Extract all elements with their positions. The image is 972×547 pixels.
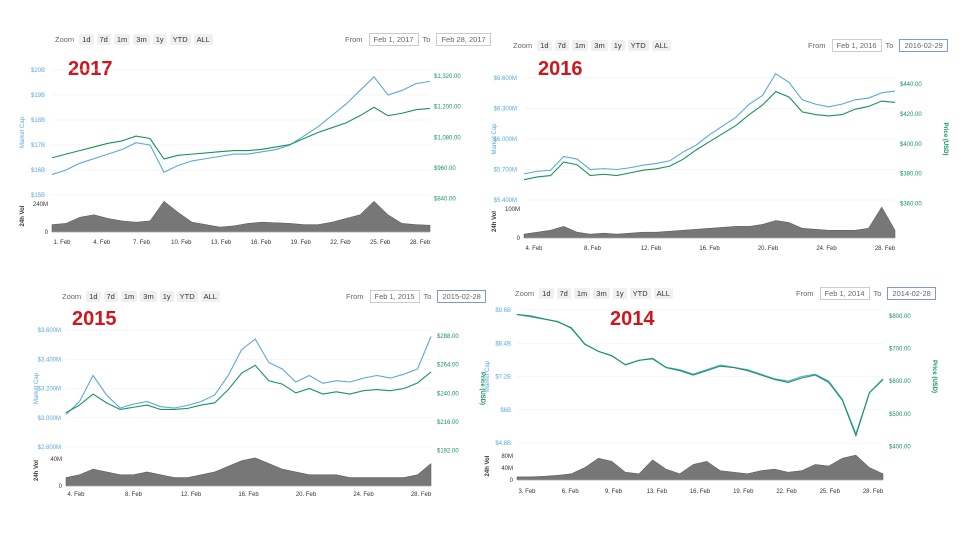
zoom-button-all[interactable]: ALL [200, 291, 220, 302]
to-date-input[interactable]: 2016-02-29 [899, 39, 948, 52]
zoom-button-7d[interactable]: 7d [554, 40, 569, 51]
zoom-button-1d[interactable]: 1d [537, 40, 552, 51]
zoom-button-3m[interactable]: 3m [593, 288, 610, 299]
to-label: To [423, 292, 432, 301]
zoom-button-ytd[interactable]: YTD [169, 34, 191, 45]
to-label: To [422, 35, 431, 44]
zoom-label: Zoom [62, 292, 82, 301]
from-date-input[interactable]: Feb 1, 2015 [369, 290, 420, 303]
year-label: 2017 [68, 58, 113, 80]
zoom-button-all[interactable]: ALL [653, 288, 673, 299]
zoom-button-all[interactable]: ALL [651, 40, 671, 51]
year-label: 2014 [610, 308, 655, 330]
zoom-button-1m[interactable]: 1m [573, 288, 591, 299]
zoom-label: Zoom [55, 35, 75, 44]
zoom-button-1d[interactable]: 1d [86, 291, 101, 302]
zoom-button-ytd[interactable]: YTD [176, 291, 198, 302]
zoom-button-1m[interactable]: 1m [571, 40, 589, 51]
zoom-button-1y[interactable]: 1y [612, 288, 627, 299]
to-date-input[interactable]: 2015-02-28 [437, 290, 486, 303]
zoom-label: Zoom [515, 289, 535, 298]
zoom-button-1m[interactable]: 1m [120, 291, 138, 302]
from-label: From [345, 35, 363, 44]
from-date-input[interactable]: Feb 1, 2016 [831, 39, 882, 52]
zoom-button-7d[interactable]: 7d [103, 291, 118, 302]
to-label: To [885, 41, 894, 50]
from-label: From [346, 292, 364, 301]
zoom-button-7d[interactable]: 7d [556, 288, 571, 299]
date-range: From Feb 1, 2015 To 2015-02-28 [346, 290, 486, 303]
year-label: 2016 [538, 58, 583, 80]
zoom-controls: Zoom 1d 7d 1m 3m 1y YTD ALL [55, 34, 213, 45]
zoom-label: Zoom [513, 41, 533, 50]
zoom-button-all[interactable]: ALL [193, 34, 213, 45]
date-range: From Feb 1, 2014 To 2014-02-28 [796, 287, 936, 300]
zoom-button-1y[interactable]: 1y [610, 40, 625, 51]
from-label: From [808, 41, 826, 50]
year-label: 2015 [72, 308, 117, 330]
to-date-input[interactable]: 2014-02-28 [887, 287, 936, 300]
zoom-controls: Zoom 1d 7d 1m 3m 1y YTD ALL [513, 40, 671, 51]
zoom-controls: Zoom 1d 7d 1m 3m 1y YTD ALL [62, 291, 220, 302]
zoom-button-1d[interactable]: 1d [79, 34, 94, 45]
zoom-button-1y[interactable]: 1y [152, 34, 167, 45]
chart-panel-2014 [486, 273, 972, 547]
zoom-button-1y[interactable]: 1y [159, 291, 174, 302]
to-label: To [873, 289, 882, 298]
date-range: From Feb 1, 2016 To 2016-02-29 [808, 39, 948, 52]
zoom-button-3m[interactable]: 3m [133, 34, 150, 45]
zoom-button-ytd[interactable]: YTD [629, 288, 651, 299]
date-range: From Feb 1, 2017 To Feb 28, 2017 [345, 33, 491, 46]
from-date-input[interactable]: Feb 1, 2017 [368, 33, 419, 46]
zoom-button-ytd[interactable]: YTD [627, 40, 649, 51]
zoom-button-1d[interactable]: 1d [539, 288, 554, 299]
from-date-input[interactable]: Feb 1, 2014 [819, 287, 870, 300]
zoom-button-3m[interactable]: 3m [140, 291, 157, 302]
to-date-input[interactable]: Feb 28, 2017 [436, 33, 491, 46]
from-label: From [796, 289, 814, 298]
zoom-controls: Zoom 1d 7d 1m 3m 1y YTD ALL [515, 288, 673, 299]
zoom-button-7d[interactable]: 7d [96, 34, 111, 45]
zoom-button-1m[interactable]: 1m [113, 34, 131, 45]
zoom-button-3m[interactable]: 3m [591, 40, 608, 51]
